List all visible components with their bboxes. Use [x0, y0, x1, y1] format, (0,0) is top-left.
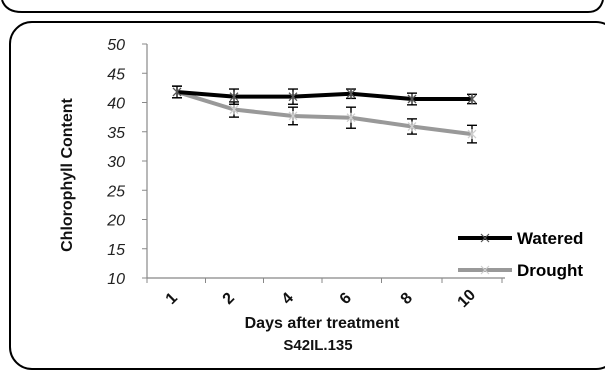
y-tick-label: 45	[107, 66, 125, 83]
x-axis-title: Days after treatment	[245, 315, 400, 332]
y-tick-label: 40	[107, 96, 125, 113]
y-tick-label: 25	[106, 183, 125, 200]
y-tick-label: 15	[107, 242, 125, 259]
y-ticks: 10 15 20 25 30 35 40 45 50	[106, 37, 147, 288]
chart-subtitle: S42IL.135	[283, 337, 352, 354]
data-point	[407, 93, 417, 104]
data-point	[346, 112, 356, 123]
legend-label-watered: Watered	[517, 229, 583, 248]
data-point	[172, 86, 182, 97]
y-tick-label: 35	[107, 125, 125, 142]
y-tick-label: 10	[107, 271, 125, 288]
series-line-drought	[176, 90, 473, 137]
y-tick-label: 30	[107, 154, 125, 171]
series-watered	[172, 85, 477, 106]
data-point	[288, 110, 298, 121]
data-point	[229, 91, 239, 102]
data-point	[288, 91, 298, 102]
y-tick-label: 50	[107, 37, 125, 54]
legend: Watered Drought	[458, 229, 583, 280]
chart-frame	[9, 21, 605, 370]
data-point	[467, 129, 477, 140]
data-point	[346, 88, 356, 99]
series-line-watered	[176, 89, 472, 101]
data-point	[229, 104, 239, 115]
data-point	[407, 121, 417, 132]
y-axis-title: Chlorophyll Content	[59, 97, 76, 251]
series-layer	[172, 85, 477, 144]
upper-panel-border	[1, 0, 604, 13]
legend-label-drought: Drought	[517, 261, 583, 280]
legend-marker	[480, 233, 490, 243]
data-point	[467, 93, 477, 104]
y-tick-label: 20	[106, 213, 125, 230]
legend-marker	[480, 265, 490, 275]
